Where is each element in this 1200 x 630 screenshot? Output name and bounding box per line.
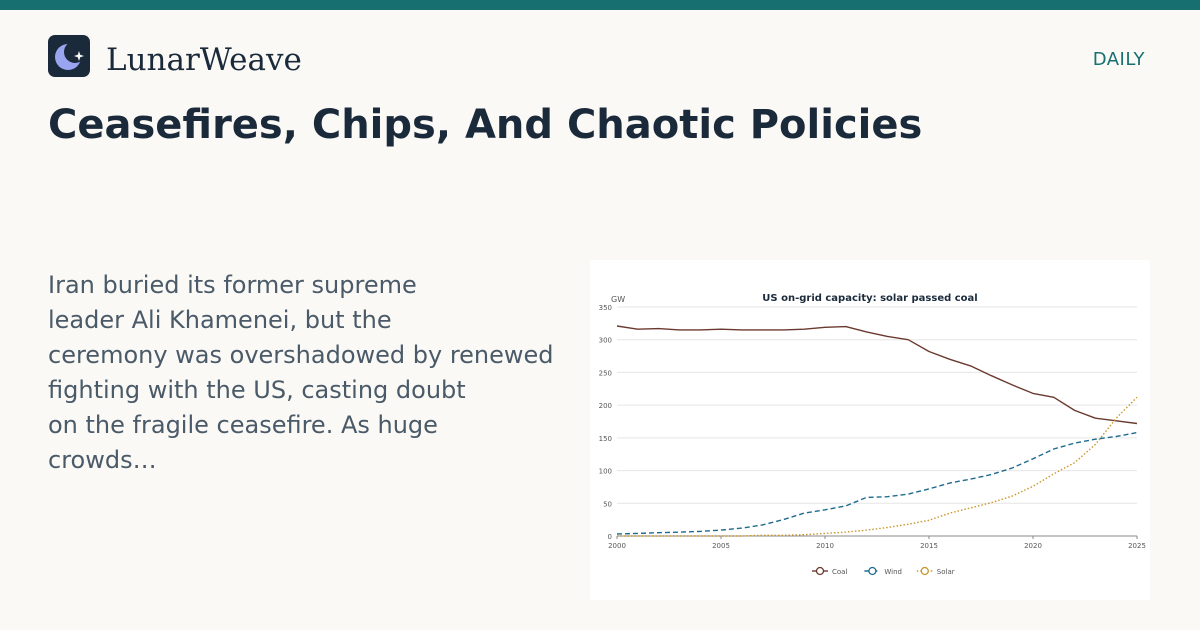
top-accent-bar bbox=[0, 0, 1200, 10]
legend-label: Coal bbox=[832, 568, 847, 576]
x-tick-label: 2025 bbox=[1128, 542, 1146, 550]
chart-title: US on-grid capacity: solar passed coal bbox=[762, 293, 977, 304]
series-line-wind bbox=[616, 431, 1138, 535]
x-tick-label: 2010 bbox=[816, 542, 834, 550]
summary-line: Iran buried its former supreme bbox=[48, 271, 417, 299]
series-line-coal bbox=[616, 325, 1138, 425]
x-tick-label: 2020 bbox=[1024, 542, 1042, 550]
legend-marker-wind bbox=[868, 566, 877, 576]
y-tick-label: 250 bbox=[599, 369, 612, 377]
legend-marker-solar bbox=[920, 566, 929, 576]
summary-line: ceremony was overshadowed by renewed bbox=[48, 341, 554, 369]
capacity-line-chart: US on-grid capacity: solar passed coal G… bbox=[599, 293, 1146, 576]
x-tick-label: 2015 bbox=[920, 542, 938, 550]
y-tick-label: 300 bbox=[599, 337, 612, 345]
summary-line: fighting with the US, casting doubt bbox=[48, 376, 466, 404]
y-tick-label: 100 bbox=[599, 468, 612, 476]
brand-name[interactable]: LunarWeave bbox=[106, 42, 302, 78]
series-line-solar bbox=[617, 396, 1138, 537]
x-tick-label: 2000 bbox=[608, 542, 626, 550]
summary-line: leader Ali Khamenei, but the bbox=[48, 306, 392, 334]
y-tick-label: 150 bbox=[599, 435, 612, 443]
y-tick-label: 0 bbox=[608, 533, 612, 541]
headline: Ceasefires, Chips, And Chaotic Policies bbox=[48, 102, 923, 148]
y-tick-label: 50 bbox=[603, 500, 612, 508]
x-tick-label: 2005 bbox=[712, 542, 730, 550]
section-label[interactable]: DAILY bbox=[1092, 49, 1145, 70]
article-summary: Iran buried its former supreme leader Al… bbox=[48, 268, 588, 478]
summary-line: crowds… bbox=[48, 446, 157, 474]
y-tick-label: 350 bbox=[599, 304, 612, 312]
y-tick-label: 200 bbox=[599, 402, 612, 410]
summary-line: on the fragile ceasefire. As huge bbox=[48, 411, 438, 439]
chart-card: US on-grid capacity: solar passed coal G… bbox=[590, 260, 1150, 600]
legend-marker-coal bbox=[815, 566, 825, 576]
y-axis-unit-label: GW bbox=[611, 295, 625, 304]
moon-and-star-icon[interactable] bbox=[48, 35, 90, 77]
legend-label: Wind bbox=[884, 568, 902, 576]
legend-label: Solar bbox=[937, 568, 955, 576]
